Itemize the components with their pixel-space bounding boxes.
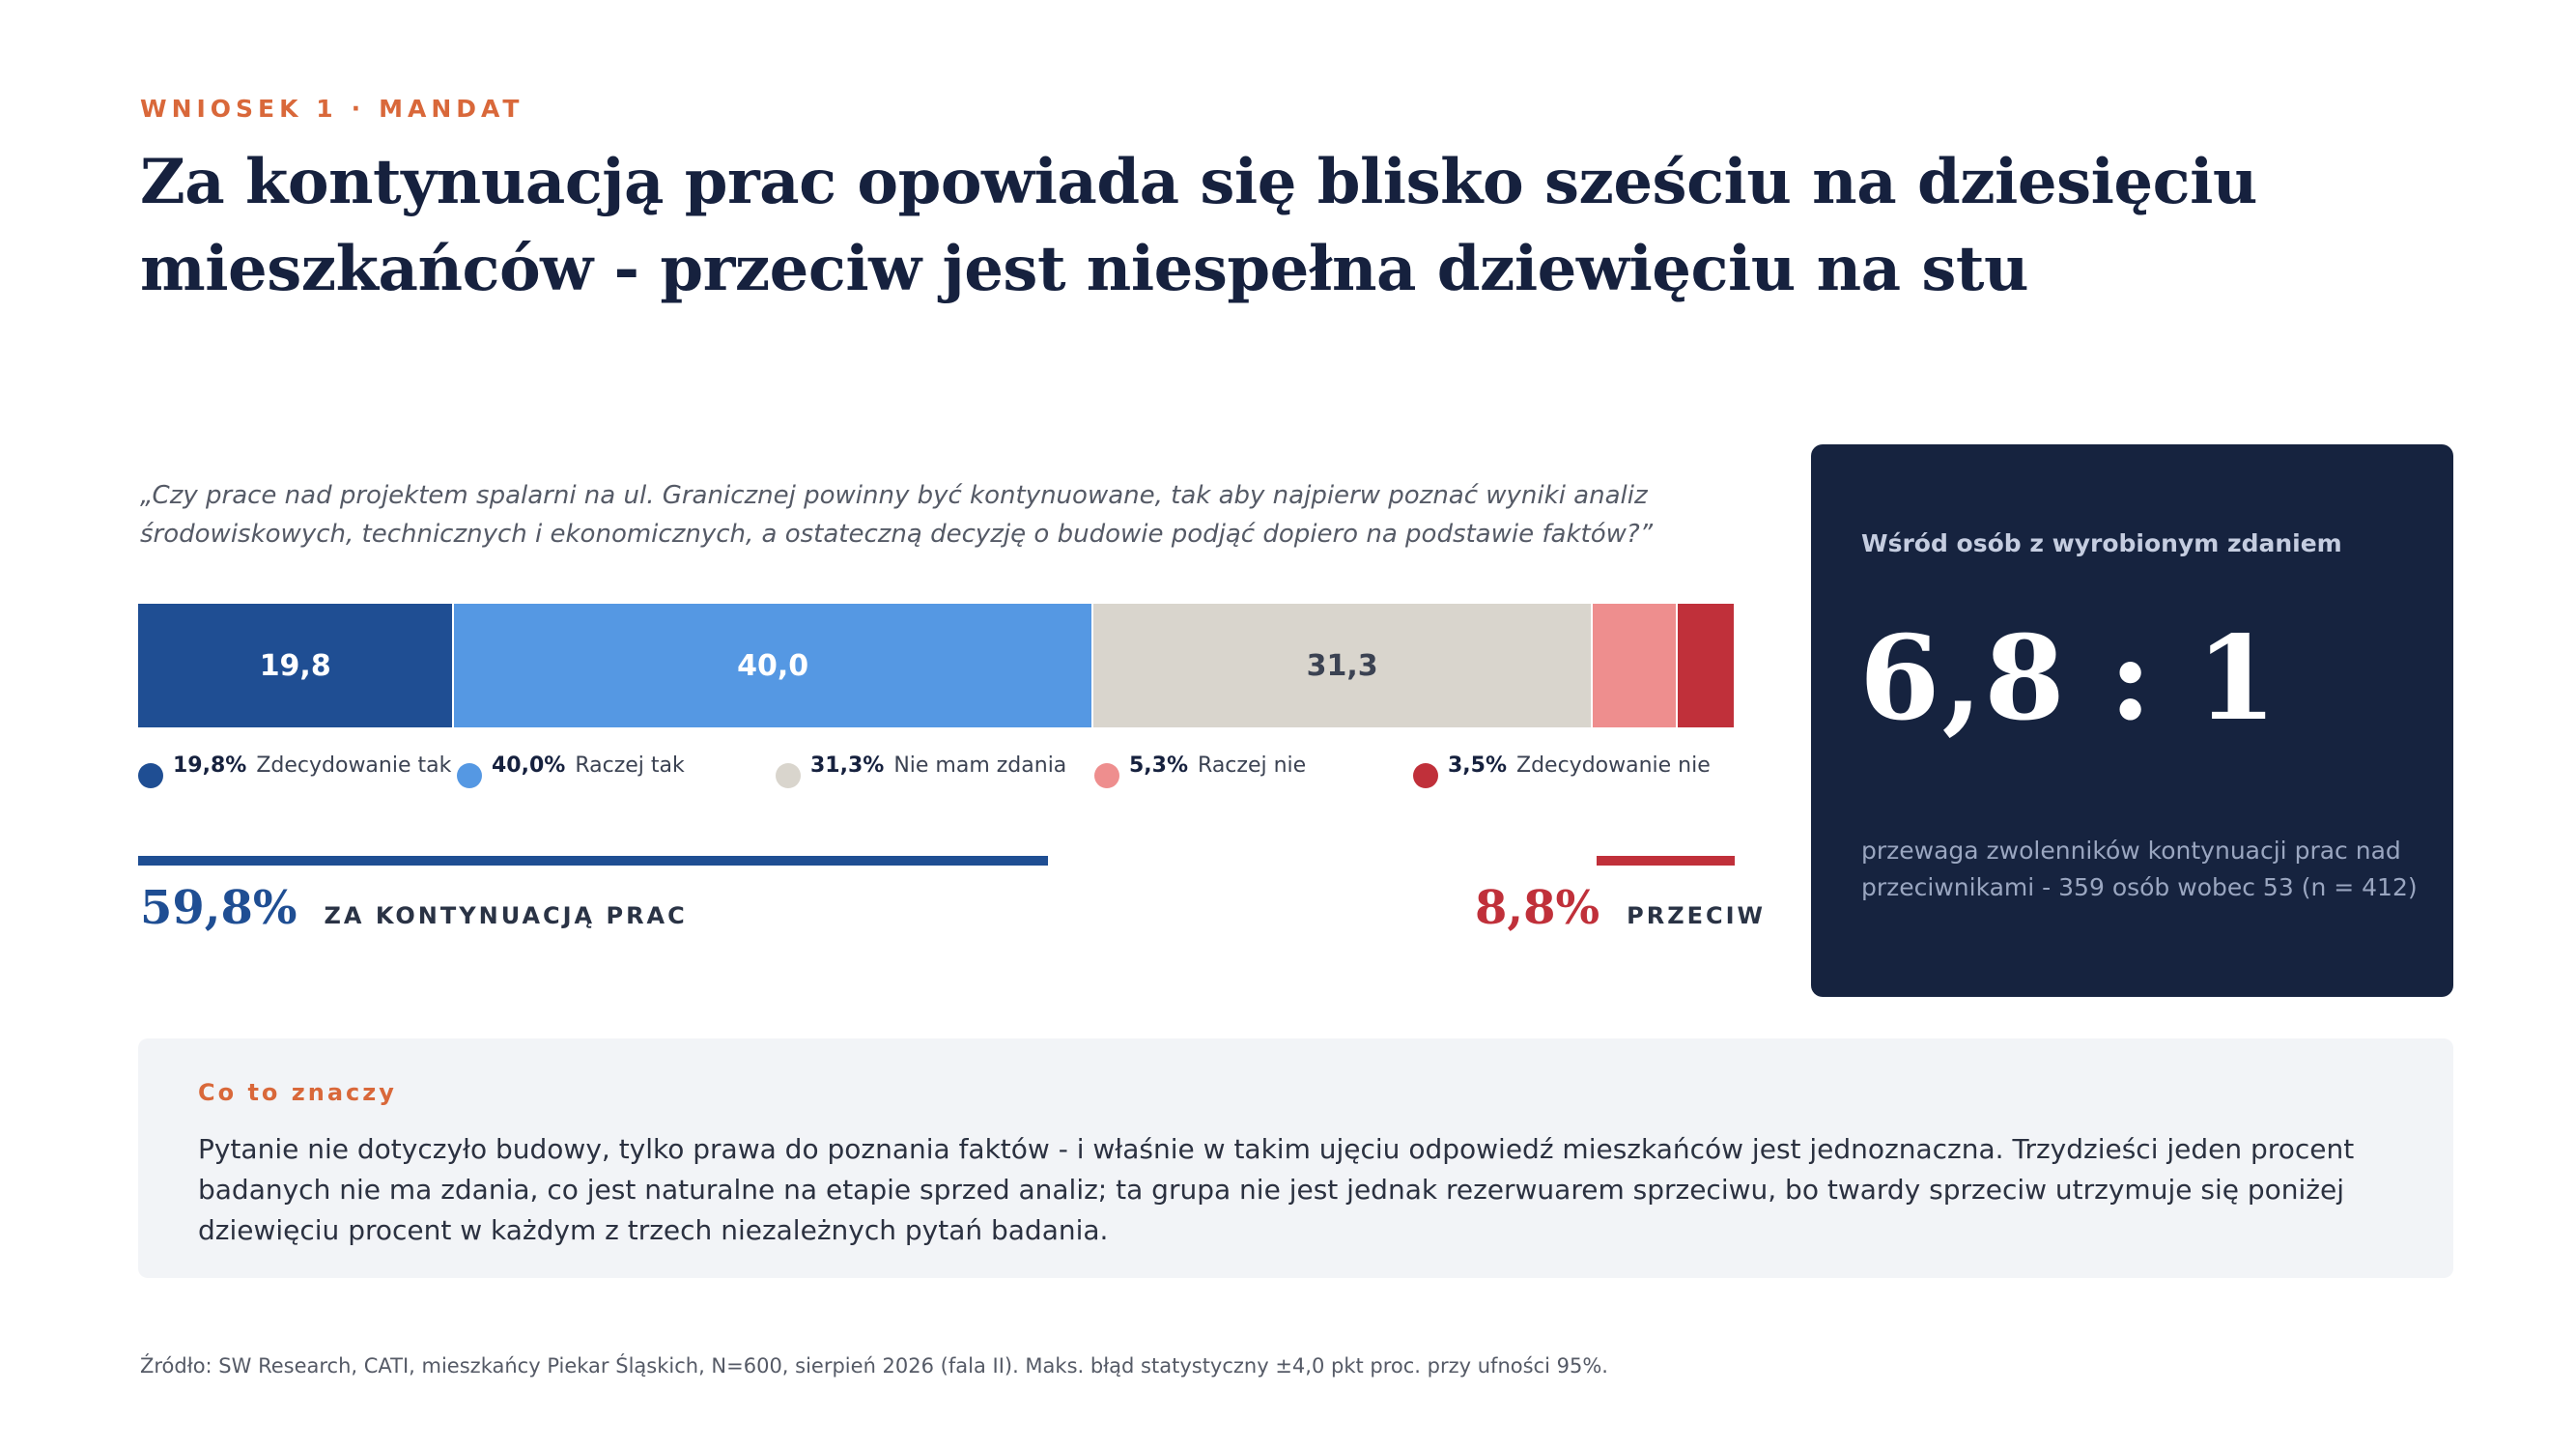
bar-segment-label: 40,0 (737, 648, 809, 683)
legend-dot-icon (1094, 763, 1119, 788)
against-summary-label: PRZECIW (1627, 902, 1767, 929)
for-summary-value: 59,8% (140, 881, 297, 935)
page-title: Za kontynuacją prac opowiada się blisko … (140, 146, 2257, 305)
meaning-text: Pytanie nie dotyczyło budowy, tylko praw… (198, 1133, 2355, 1246)
section-eyebrow: WNIOSEK 1 · MANDAT (140, 95, 524, 123)
legend-label: Raczej nie (1198, 753, 1307, 778)
legend-dot-icon (1413, 763, 1438, 788)
bar-segment-0: 19,8 (138, 604, 455, 727)
stacked-bar-chart: 19,8 40,0 31,3 (138, 604, 1734, 727)
legend-item: 19,8% Zdecydowanie tak (138, 753, 451, 788)
bar-segment-label: 31,3 (1306, 648, 1378, 683)
meaning-title: Co to znaczy (198, 1079, 397, 1106)
legend-dot-icon (457, 763, 482, 788)
ratio-note: przewaga zwolenników kontynuacji prac na… (1861, 837, 2418, 901)
legend-value: 3,5% (1448, 753, 1508, 778)
eyebrow-label: WNIOSEK 1 (140, 95, 338, 123)
against-summary-value: 8,8% (1475, 881, 1600, 935)
legend-label: Zdecydowanie nie (1516, 753, 1711, 778)
legend-value: 40,0% (492, 753, 566, 778)
legend-label: Nie mam zdania (893, 753, 1067, 778)
for-summary-label: ZA KONTYNUACJĄ PRAC (324, 902, 688, 929)
bar-segment-2: 31,3 (1092, 604, 1594, 727)
bar-segment-3 (1593, 604, 1679, 727)
legend-value: 19,8% (173, 753, 247, 778)
legend-dot-icon (138, 763, 163, 788)
legend-item: 3,5% Zdecydowanie nie (1413, 753, 1711, 788)
for-summary-bar (138, 856, 1048, 866)
bar-segment-label: 19,8 (259, 648, 331, 683)
legend-label: Zdecydowanie tak (256, 753, 452, 778)
ratio-panel: Wśród osób z wyrobionym zdaniem 6,8 : 1 … (1811, 444, 2453, 997)
for-summary: 59,8% ZA KONTYNUACJĄ PRAC (140, 881, 688, 935)
eyebrow-topic: MANDAT (379, 95, 524, 123)
meaning-box: Co to znaczy Pytanie nie dotyczyło budow… (138, 1038, 2453, 1278)
ratio-value: 6,8 : 1 (1859, 611, 2279, 747)
bar-segment-4 (1678, 604, 1734, 727)
source-note: Źródło: SW Research, CATI, mieszkańcy Pi… (140, 1354, 1608, 1378)
legend-item: 5,3% Raczej nie (1094, 753, 1306, 788)
legend-label: Raczej tak (575, 753, 685, 778)
bar-segment-1: 40,0 (454, 604, 1093, 727)
survey-question: „Czy prace nad projektem spalarni na ul.… (140, 481, 1654, 549)
legend-value: 31,3% (810, 753, 885, 778)
against-summary-bar (1597, 856, 1735, 866)
legend-item: 40,0% Raczej tak (457, 753, 685, 788)
chart-legend: 19,8% Zdecydowanie tak 40,0% Raczej tak 31,3… (138, 753, 1741, 792)
against-summary: 8,8% PRZECIW (1475, 881, 1766, 935)
eyebrow-separator: · (351, 95, 366, 123)
legend-item: 31,3% Nie mam zdania (776, 753, 1066, 788)
ratio-panel-label: Wśród osób z wyrobionym zdaniem (1861, 529, 2342, 557)
legend-dot-icon (776, 763, 801, 788)
legend-value: 5,3% (1129, 753, 1189, 778)
